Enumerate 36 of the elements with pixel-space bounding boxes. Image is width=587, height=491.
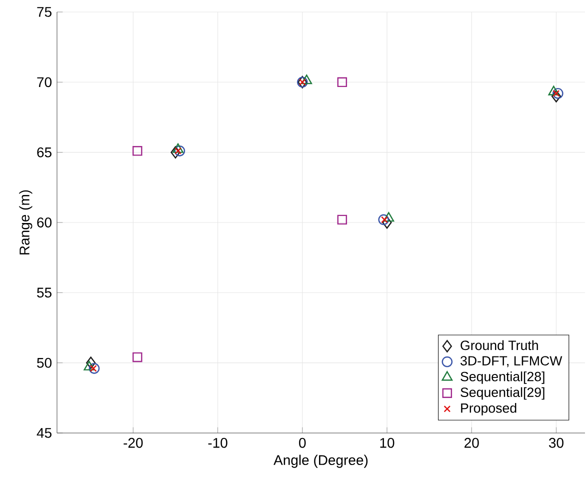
point — [383, 212, 394, 222]
y-axis-title: Range (m) — [19, 190, 32, 254]
point — [86, 356, 96, 370]
point — [337, 214, 348, 225]
legend-label: Sequential[28] — [460, 371, 544, 384]
x-tick-label: 20 — [464, 438, 479, 448]
legend-label: 3D-DFT, LFMCW — [460, 356, 562, 368]
point — [548, 86, 560, 96]
x-tick-label: 30 — [548, 438, 564, 448]
legend-label: Proposed — [461, 403, 516, 416]
y-tick-label: 45 — [36, 428, 52, 438]
point — [172, 143, 184, 153]
legend-label: Sequential[29] — [460, 387, 544, 400]
y-tick-label: 60 — [37, 218, 52, 228]
point — [174, 146, 186, 156]
point — [132, 146, 142, 156]
point — [88, 363, 100, 374]
point — [170, 146, 180, 159]
y-tick-label: 70 — [37, 77, 52, 88]
legend-label: Ground Truth — [460, 340, 538, 350]
x-tick-label: -20 — [124, 438, 143, 448]
y-tick-label: 55 — [37, 288, 52, 298]
y-tick-label: 75 — [37, 7, 52, 17]
point — [551, 90, 562, 102]
point — [337, 77, 348, 88]
y-tick-label: 50 — [37, 358, 52, 368]
x-tick-label: 0 — [299, 438, 306, 448]
x-tick-label: 10 — [380, 438, 394, 448]
point — [301, 74, 312, 84]
x-axis-title: Angle (Degree) — [274, 454, 368, 468]
x-tick-label: -10 — [208, 438, 228, 448]
y-tick-label: 65 — [37, 147, 52, 158]
point — [378, 214, 390, 226]
point — [552, 88, 564, 99]
point — [382, 216, 392, 229]
point — [132, 352, 142, 362]
